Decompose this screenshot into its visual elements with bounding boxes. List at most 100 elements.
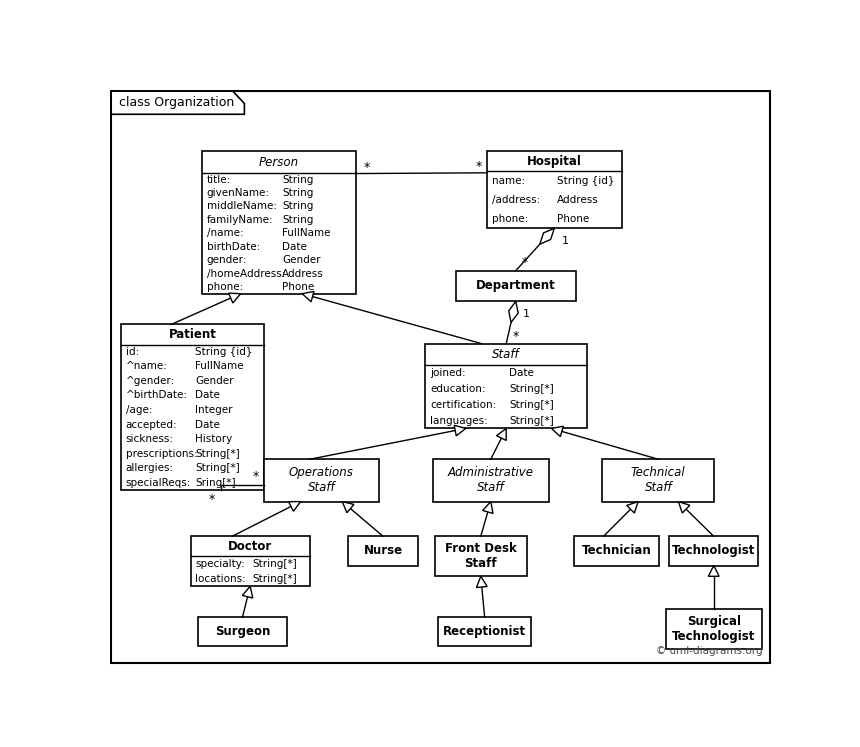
Text: Address: Address xyxy=(557,195,599,205)
Text: String: String xyxy=(282,215,314,225)
Text: specialReqs:: specialReqs: xyxy=(126,478,191,488)
Polygon shape xyxy=(454,425,466,436)
Polygon shape xyxy=(476,576,487,588)
Text: *: * xyxy=(209,493,215,506)
Text: Technician: Technician xyxy=(581,545,651,557)
Text: Integer: Integer xyxy=(195,405,233,415)
Text: Hospital: Hospital xyxy=(527,155,581,168)
Text: Gender: Gender xyxy=(282,255,321,265)
Text: *: * xyxy=(476,160,482,173)
Bar xyxy=(348,536,418,565)
Polygon shape xyxy=(627,501,638,513)
Text: Surgeon: Surgeon xyxy=(215,625,270,638)
Text: Operations
Staff: Operations Staff xyxy=(289,466,353,495)
Polygon shape xyxy=(229,293,241,303)
Text: certification:: certification: xyxy=(430,400,496,410)
Text: Receptionist: Receptionist xyxy=(443,625,526,638)
Text: *: * xyxy=(253,471,259,483)
Text: ^gender:: ^gender: xyxy=(126,376,175,386)
Text: *: * xyxy=(364,161,370,174)
Bar xyxy=(666,610,762,649)
Bar xyxy=(191,536,310,586)
Text: Surgical
Technologist: Surgical Technologist xyxy=(672,616,755,643)
Text: String {id}: String {id} xyxy=(557,176,615,186)
Text: String[*]: String[*] xyxy=(509,400,554,410)
Polygon shape xyxy=(111,91,244,114)
Text: Date: Date xyxy=(195,420,220,430)
Text: String: String xyxy=(282,175,314,185)
Polygon shape xyxy=(540,229,555,244)
Text: prescriptions:: prescriptions: xyxy=(126,449,198,459)
Text: Nurse: Nurse xyxy=(364,545,402,557)
Text: locations:: locations: xyxy=(195,574,246,584)
Text: Phone: Phone xyxy=(282,282,315,292)
Polygon shape xyxy=(302,291,314,302)
Text: givenName:: givenName: xyxy=(206,188,270,198)
Bar xyxy=(603,459,714,501)
Text: title:: title: xyxy=(206,175,231,185)
Text: languages:: languages: xyxy=(430,415,488,426)
Text: Date: Date xyxy=(509,368,534,378)
Text: specialty:: specialty: xyxy=(195,559,245,568)
Text: Sring[*]: Sring[*] xyxy=(195,478,236,488)
Text: allergies:: allergies: xyxy=(126,463,174,473)
Bar xyxy=(198,617,286,646)
Text: name:: name: xyxy=(492,176,525,186)
Bar xyxy=(669,536,758,565)
Bar xyxy=(121,324,264,490)
Text: FullName: FullName xyxy=(195,362,243,371)
Text: familyName:: familyName: xyxy=(206,215,273,225)
Text: ^birthDate:: ^birthDate: xyxy=(126,391,187,400)
Text: String[*]: String[*] xyxy=(509,384,554,394)
Text: sickness:: sickness: xyxy=(126,434,174,444)
Bar xyxy=(439,617,531,646)
Text: middleName:: middleName: xyxy=(206,202,277,211)
Text: joined:: joined: xyxy=(430,368,465,378)
Text: 1: 1 xyxy=(562,235,568,246)
Text: id:: id: xyxy=(126,347,139,357)
Polygon shape xyxy=(496,429,507,441)
Polygon shape xyxy=(679,501,690,513)
Text: FullName: FullName xyxy=(282,229,330,238)
Text: Patient: Patient xyxy=(169,328,217,341)
Polygon shape xyxy=(482,501,493,513)
Text: *: * xyxy=(513,329,519,343)
Text: birthDate:: birthDate: xyxy=(206,242,260,252)
Text: Administrative
Staff: Administrative Staff xyxy=(448,466,534,495)
Bar xyxy=(264,459,379,501)
Text: Doctor: Doctor xyxy=(228,540,273,553)
Text: Person: Person xyxy=(259,155,299,169)
Text: String[*]: String[*] xyxy=(509,415,554,426)
Polygon shape xyxy=(509,301,519,323)
Polygon shape xyxy=(243,586,253,598)
Text: class Organization: class Organization xyxy=(119,96,234,109)
Text: String: String xyxy=(282,188,314,198)
Text: String[*]: String[*] xyxy=(195,463,240,473)
Text: /name:: /name: xyxy=(206,229,243,238)
Text: Technical
Staff: Technical Staff xyxy=(631,466,685,495)
Bar xyxy=(433,459,549,501)
Text: phone:: phone: xyxy=(206,282,243,292)
Text: String[*]: String[*] xyxy=(195,449,240,459)
Bar xyxy=(426,344,587,429)
Text: String[*]: String[*] xyxy=(253,559,298,568)
Text: String[*]: String[*] xyxy=(253,574,298,584)
Text: accepted:: accepted: xyxy=(126,420,177,430)
Bar xyxy=(456,270,575,301)
Text: Gender: Gender xyxy=(195,376,234,386)
Text: Date: Date xyxy=(195,391,220,400)
Text: Department: Department xyxy=(476,279,556,293)
Text: phone:: phone: xyxy=(492,214,528,224)
Text: *: * xyxy=(522,256,528,270)
Text: Phone: Phone xyxy=(557,214,589,224)
Bar xyxy=(202,151,356,294)
Bar xyxy=(487,151,622,229)
Text: gender:: gender: xyxy=(206,255,247,265)
Polygon shape xyxy=(709,565,719,576)
Text: Date: Date xyxy=(282,242,307,252)
Text: String: String xyxy=(282,202,314,211)
Text: education:: education: xyxy=(430,384,485,394)
Text: /homeAddress:: /homeAddress: xyxy=(206,268,285,279)
Text: © uml-diagrams.org: © uml-diagrams.org xyxy=(656,646,763,656)
Text: Front Desk
Staff: Front Desk Staff xyxy=(445,542,517,570)
